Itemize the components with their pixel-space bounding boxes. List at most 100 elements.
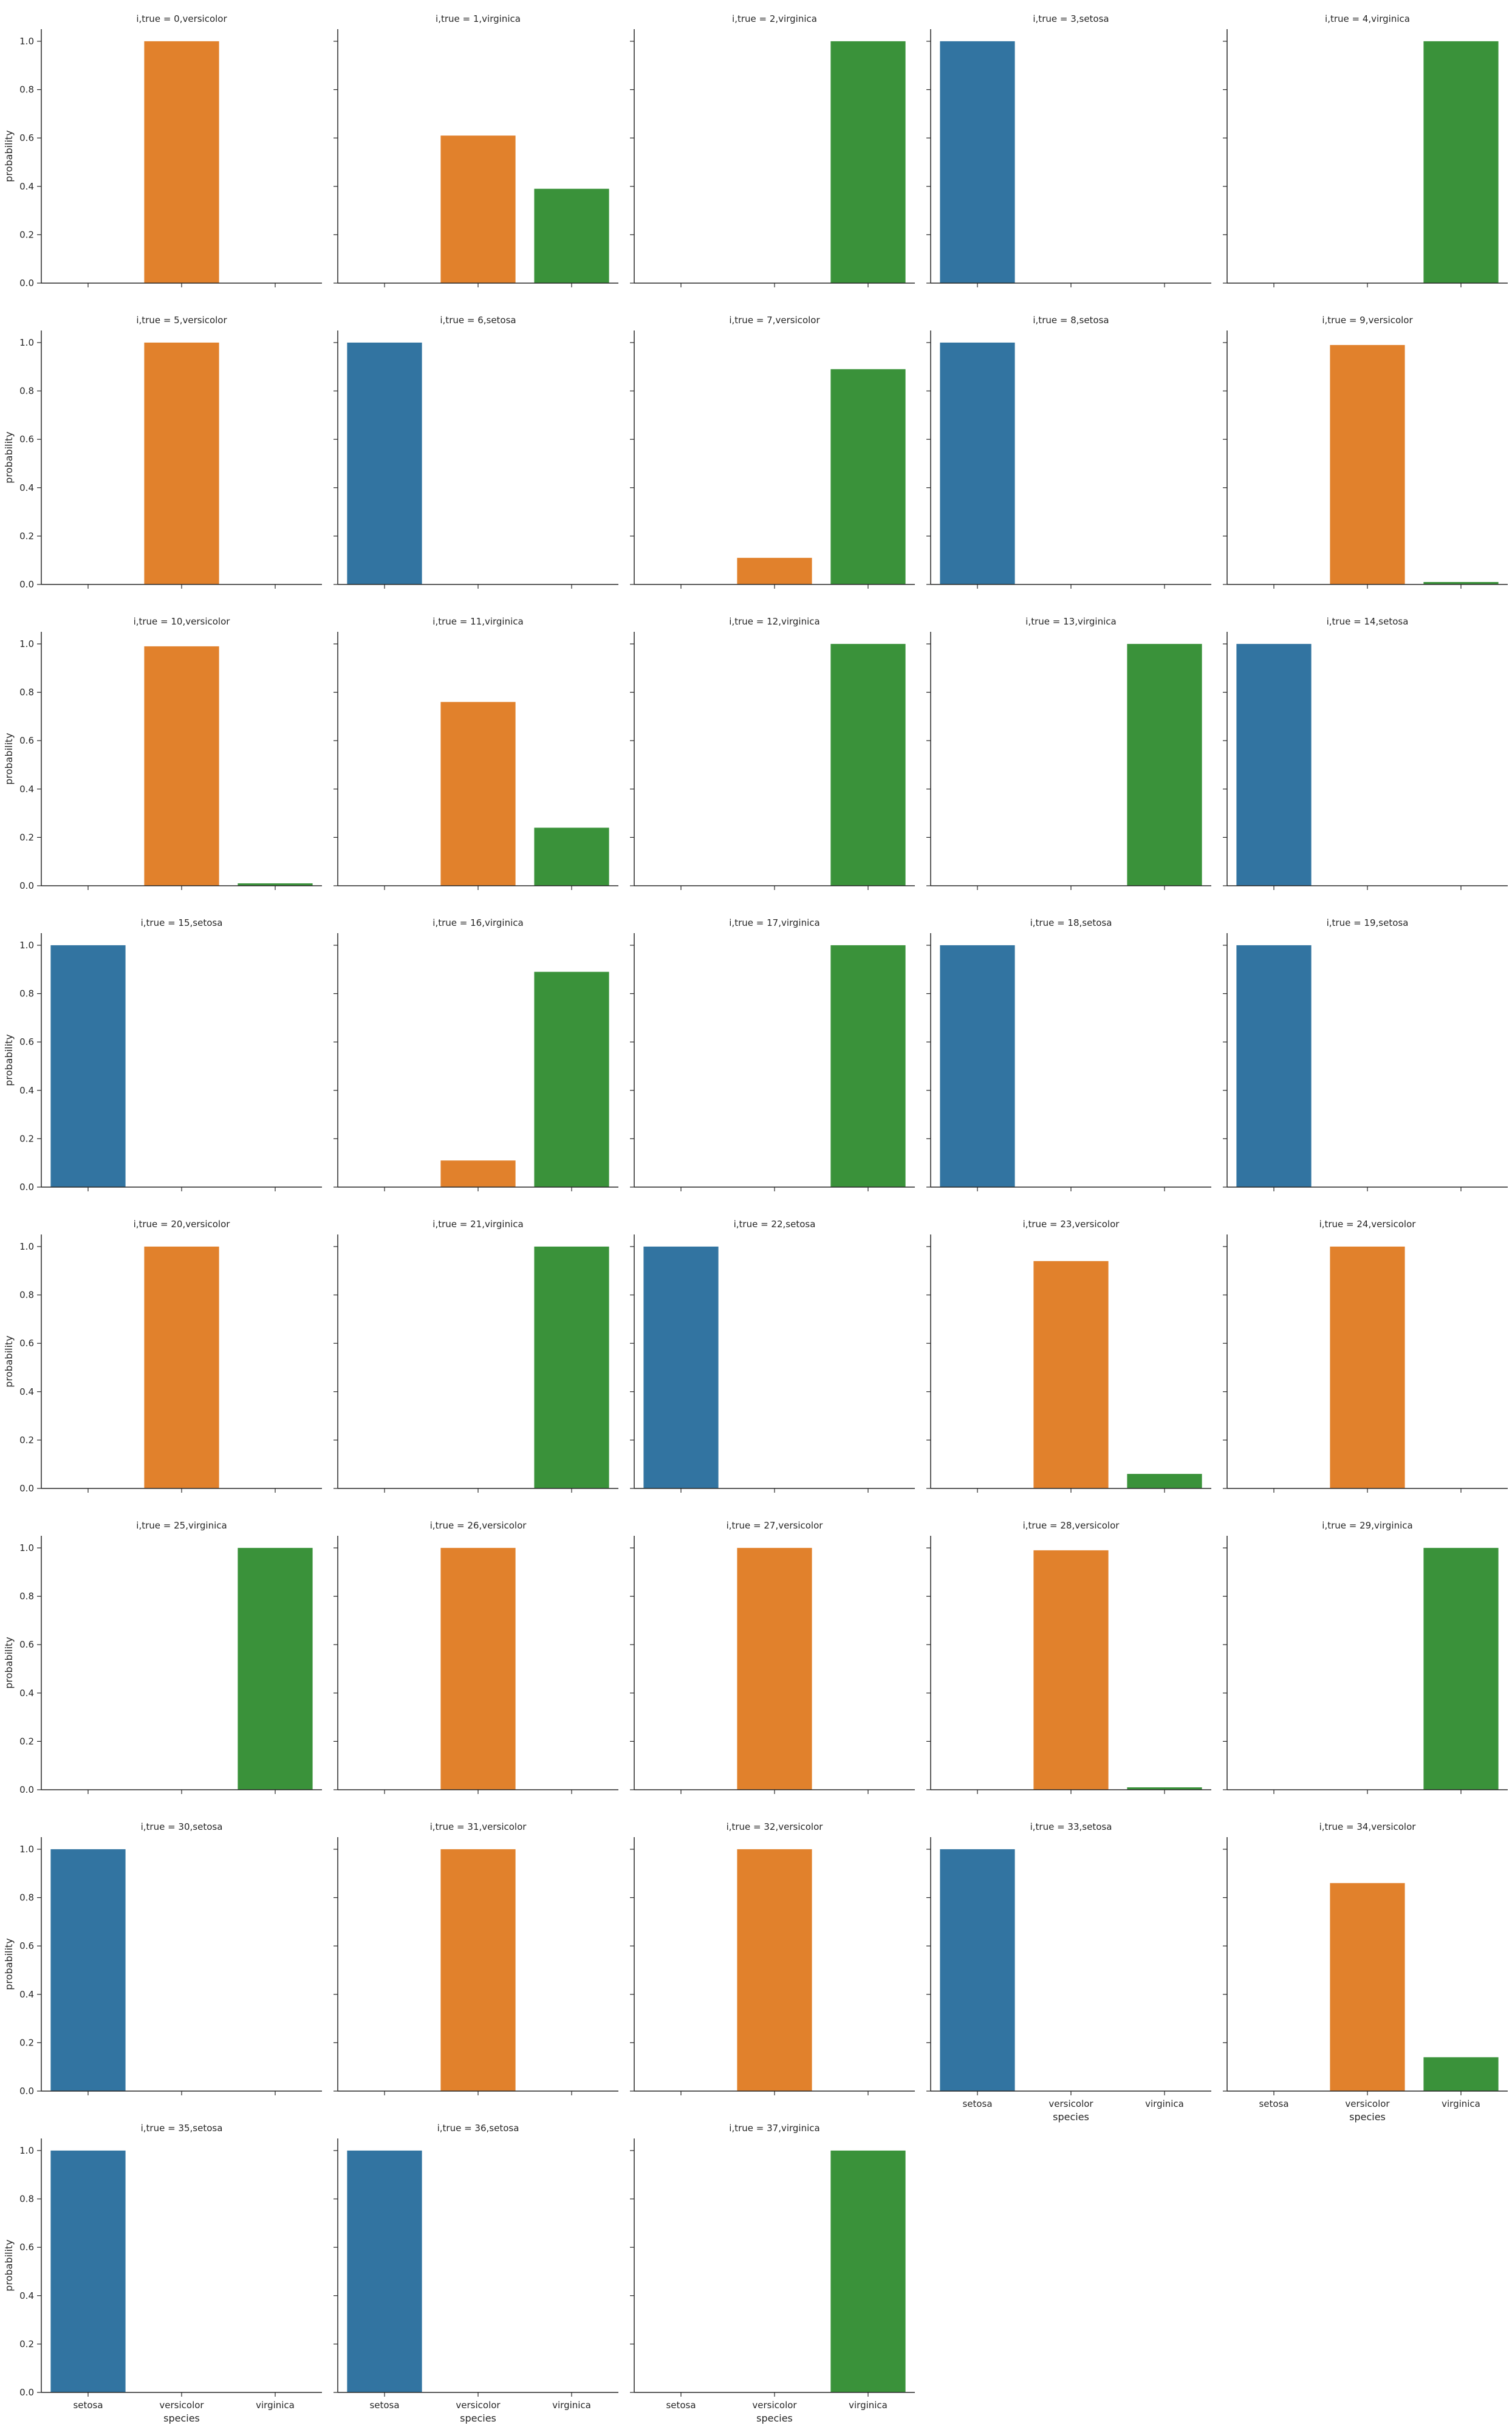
y-tick-label: 1.0 — [19, 2145, 34, 2156]
y-tick-label: 0.6 — [19, 434, 34, 445]
bar-setosa — [50, 2150, 126, 2392]
y-tick-label: 1.0 — [19, 1844, 34, 1855]
facet-panel: i,true = 2,virginica — [630, 13, 915, 287]
y-tick-label: 1.0 — [19, 639, 34, 649]
bar-setosa — [1236, 643, 1312, 886]
y-tick-label: 1.0 — [19, 940, 34, 951]
y-tick-label: 0.8 — [19, 1290, 34, 1301]
bar-virginica — [1423, 41, 1499, 284]
panel-title: i,true = 1,virginica — [436, 13, 521, 24]
facet-panel: i,true = 0,versicolor 0.0 0.2 0.4 0.6 0.8 1.0 p… — [3, 13, 322, 289]
bar-versicolor — [144, 342, 219, 584]
bar-versicolor — [1033, 1261, 1109, 1488]
facet-panel: i,true = 12,virginica — [630, 616, 915, 890]
bar-virginica — [534, 188, 609, 283]
y-tick-label: 0.6 — [19, 735, 34, 746]
panel-title: i,true = 31,versicolor — [430, 1821, 527, 1832]
x-tick-label: setosa — [73, 2400, 103, 2411]
facet-panel: i,true = 19,setosa — [1223, 917, 1508, 1191]
y-tick-label: 0.8 — [19, 1892, 34, 1903]
panel-title: i,true = 9,versicolor — [1322, 315, 1413, 326]
y-tick-label: 1.0 — [19, 337, 34, 348]
facet-panel: i,true = 10,versicolor 0.0 0.2 0.4 0.6 0.8 1.0… — [3, 616, 322, 891]
panel-title: i,true = 14,setosa — [1327, 616, 1409, 627]
y-axis-label: probability — [3, 733, 15, 784]
y-tick-label: 0.6 — [19, 1940, 34, 1951]
bar-versicolor — [440, 135, 516, 283]
bar-versicolor — [1330, 1883, 1405, 2091]
x-tick-label: versicolor — [1345, 2098, 1390, 2109]
x-axis-label: species — [163, 2412, 200, 2424]
facet-panel: i,true = 14,setosa — [1223, 616, 1508, 890]
panel-title: i,true = 27,versicolor — [727, 1520, 824, 1531]
bar-virginica — [1423, 1547, 1499, 1790]
bar-setosa — [347, 2150, 422, 2392]
y-tick-label: 0.8 — [19, 1591, 34, 1602]
bar-virginica — [238, 883, 313, 886]
panel-title: i,true = 33,setosa — [1030, 1821, 1112, 1832]
facet-panel: i,true = 21,virginica — [334, 1219, 618, 1493]
panel-title: i,true = 3,setosa — [1033, 13, 1109, 24]
panel-title: i,true = 28,versicolor — [1023, 1520, 1120, 1531]
bar-versicolor — [144, 41, 219, 284]
x-axis-label: species — [1053, 2111, 1089, 2123]
y-tick-label: 0.6 — [19, 1036, 34, 1047]
y-tick-label: 0.6 — [19, 132, 34, 143]
x-axis-label: species — [460, 2412, 496, 2424]
bar-virginica — [830, 2150, 906, 2392]
facet-panel: i,true = 6,setosa — [334, 315, 618, 589]
facet-panel: i,true = 22,setosa — [630, 1219, 915, 1493]
panel-title: i,true = 21,virginica — [433, 1219, 523, 1230]
facet-panel: i,true = 37,virginica setosa versicolor vir… — [630, 2123, 915, 2424]
panel-title: i,true = 10,versicolor — [134, 616, 231, 627]
y-tick-label: 0.0 — [19, 579, 34, 590]
facet-panel: i,true = 17,virginica — [630, 917, 915, 1191]
panel-title: i,true = 2,virginica — [732, 13, 817, 24]
y-tick-label: 0.0 — [19, 1483, 34, 1494]
panel-title: i,true = 19,setosa — [1327, 917, 1409, 928]
y-tick-label: 0.4 — [19, 181, 34, 192]
bar-versicolor — [737, 1547, 812, 1790]
bar-versicolor — [440, 1160, 516, 1187]
y-tick-label: 0.4 — [19, 1688, 34, 1699]
panel-title: i,true = 0,versicolor — [136, 13, 227, 24]
facet-panel: i,true = 34,versicolor setosa versicolor vi… — [1223, 1821, 1508, 2123]
facet-panel: i,true = 25,virginica 0.0 0.2 0.4 0.6 0.8 1.0 p… — [3, 1520, 322, 1795]
panel-title: i,true = 29,virginica — [1322, 1520, 1412, 1531]
y-axis-label: probability — [3, 2239, 15, 2291]
bar-virginica — [1127, 643, 1202, 886]
panel-title: i,true = 8,setosa — [1033, 315, 1109, 326]
y-tick-label: 1.0 — [19, 1241, 34, 1252]
y-tick-label: 1.0 — [19, 36, 34, 47]
facet-panel: i,true = 7,versicolor — [630, 315, 915, 589]
panel-title: i,true = 16,virginica — [433, 917, 523, 928]
y-tick-label: 0.8 — [19, 2194, 34, 2205]
bar-versicolor — [440, 1849, 516, 2091]
y-tick-label: 0.2 — [19, 832, 34, 843]
y-tick-label: 0.0 — [19, 880, 34, 891]
y-tick-label: 0.4 — [19, 784, 34, 795]
bar-versicolor — [737, 558, 812, 584]
panel-title: i,true = 18,setosa — [1030, 917, 1112, 928]
facet-panel: i,true = 20,versicolor 0.0 0.2 0.4 0.6 0.8 1.0… — [3, 1219, 322, 1494]
x-axis-label: species — [756, 2412, 793, 2424]
facet-panel: i,true = 1,virginica — [334, 13, 618, 287]
x-tick-label: setosa — [666, 2400, 696, 2411]
bar-virginica — [830, 369, 906, 584]
x-axis-label: species — [1349, 2111, 1386, 2123]
panel-title: i,true = 6,setosa — [440, 315, 516, 326]
facet-panel: i,true = 28,versicolor — [926, 1520, 1211, 1794]
x-tick-label: versicolor — [1048, 2098, 1093, 2109]
x-tick-label: versicolor — [159, 2400, 204, 2411]
panel-title: i,true = 4,virginica — [1325, 13, 1410, 24]
panel-title: i,true = 23,versicolor — [1023, 1219, 1120, 1230]
bar-setosa — [50, 945, 126, 1187]
y-tick-label: 0.0 — [19, 1182, 34, 1193]
bar-virginica — [830, 945, 906, 1187]
panel-title: i,true = 37,virginica — [729, 2123, 819, 2134]
panel-title: i,true = 24,versicolor — [1319, 1219, 1417, 1230]
y-tick-label: 0.2 — [19, 1434, 34, 1445]
x-tick-label: virginica — [849, 2400, 888, 2411]
panel-title: i,true = 12,virginica — [729, 616, 819, 627]
